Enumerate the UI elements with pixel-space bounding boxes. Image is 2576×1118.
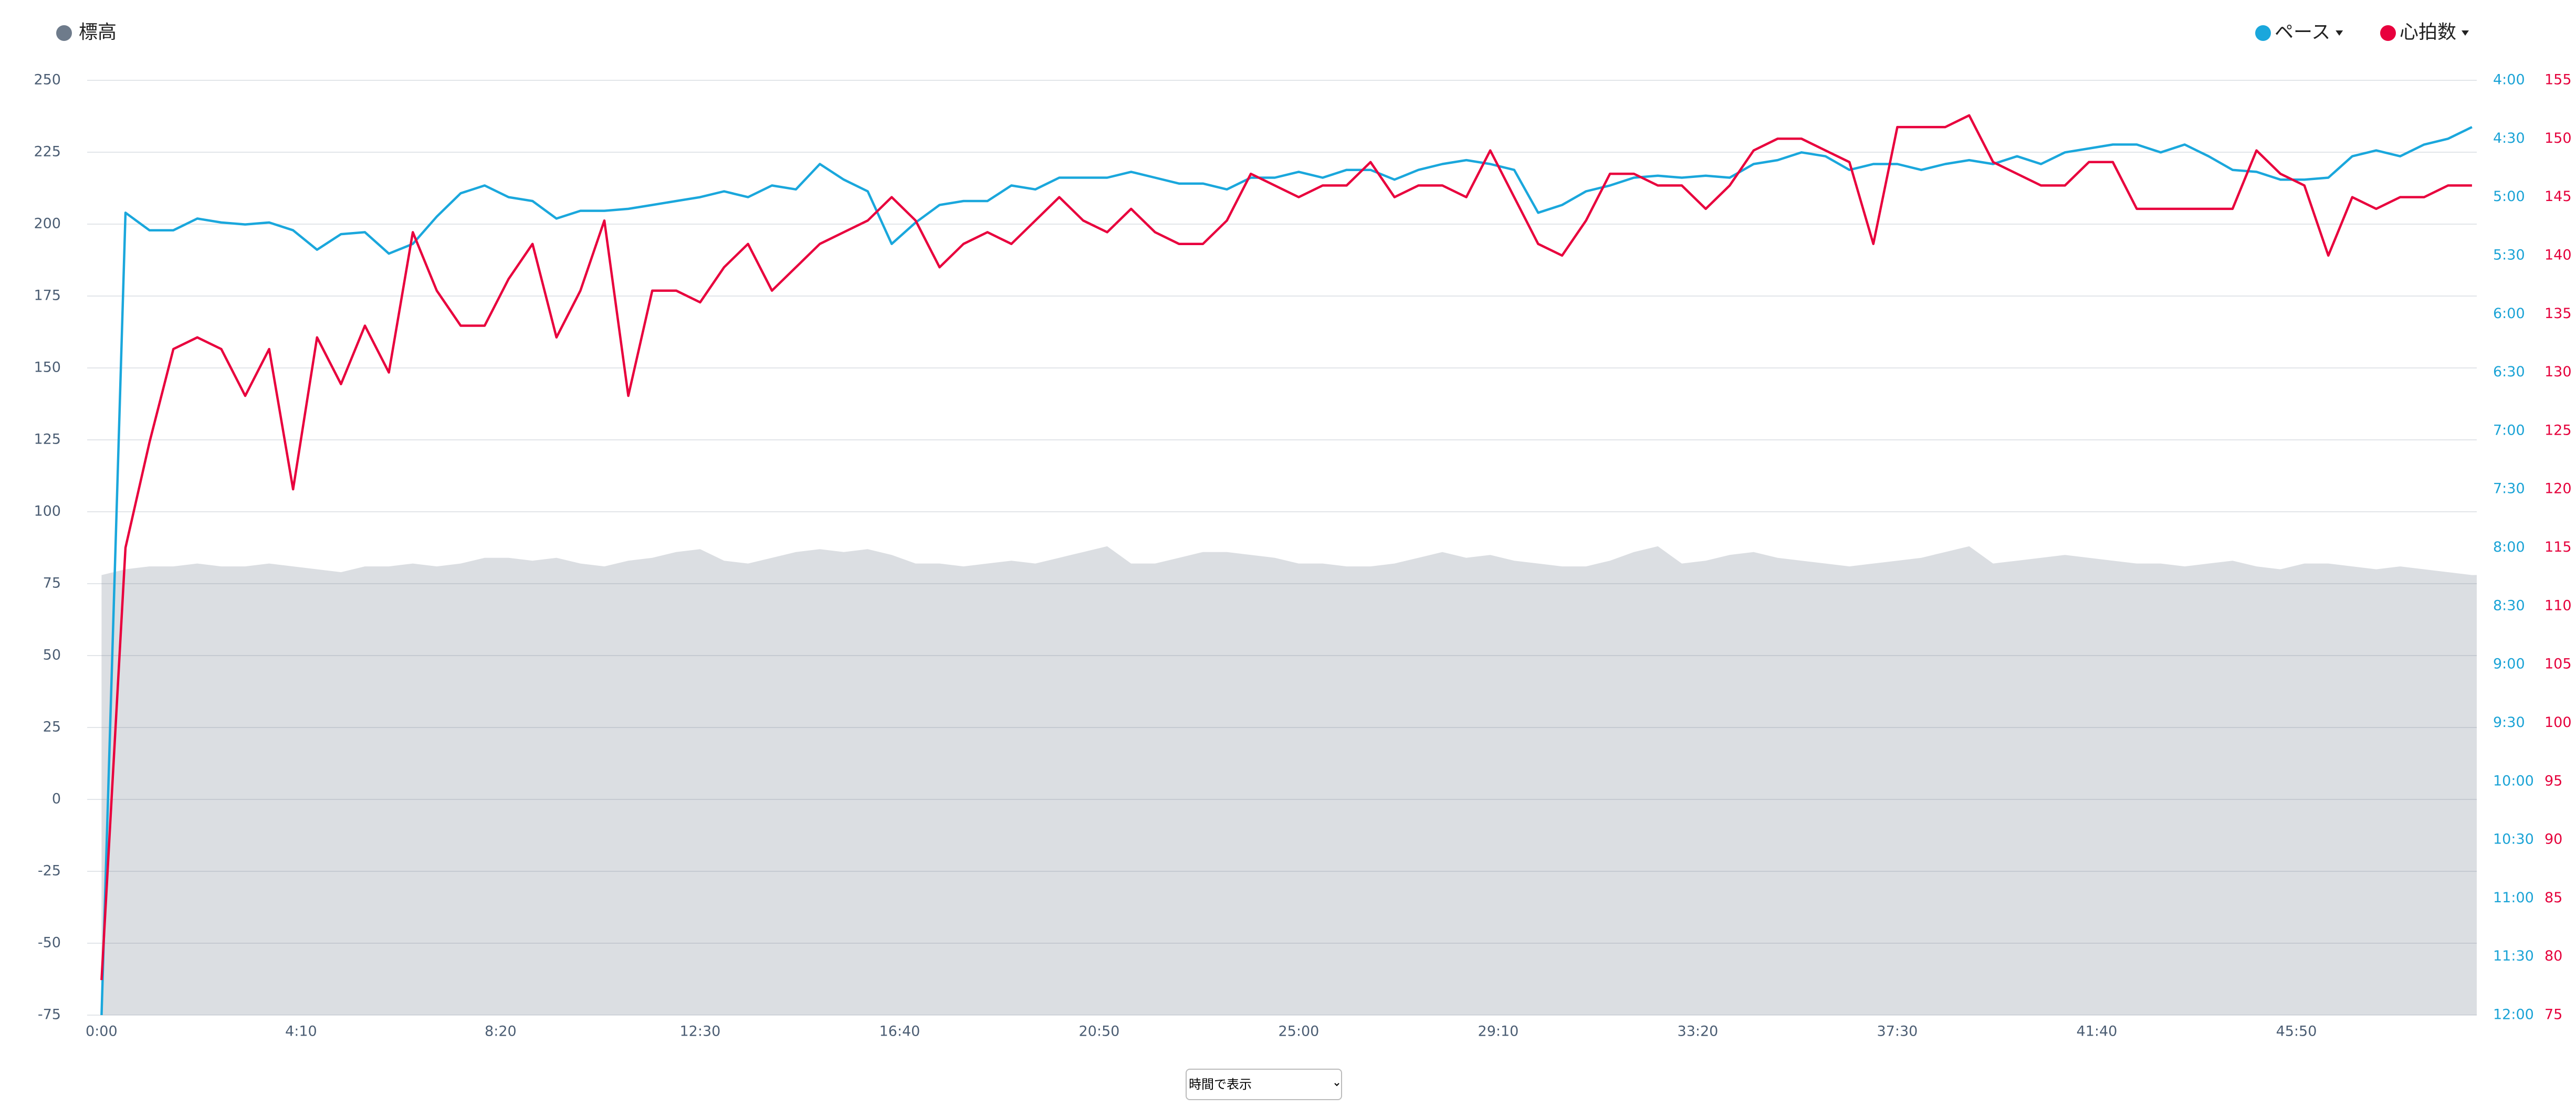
pace-tick-label: 5:30 bbox=[2493, 247, 2525, 263]
heart-rate-tick-label: 75 bbox=[2544, 1007, 2562, 1023]
elevation-area bbox=[101, 546, 2477, 1015]
y-tick-label: 0 bbox=[52, 791, 61, 807]
pace-tick-label: 10:00 bbox=[2493, 773, 2534, 789]
heart-rate-tick-label: 155 bbox=[2544, 72, 2572, 88]
heart-rate-tick-label: 80 bbox=[2544, 948, 2562, 964]
legend-label[interactable]: 標高 bbox=[79, 22, 117, 43]
legend-dropdown-arrow[interactable] bbox=[2336, 30, 2343, 36]
y-tick-label: -25 bbox=[38, 863, 61, 879]
pace-tick-label: 11:30 bbox=[2493, 948, 2534, 964]
x-tick-label: 16:40 bbox=[879, 1024, 920, 1040]
pace-tick-label: 8:00 bbox=[2493, 539, 2525, 555]
pace-tick-label: 11:00 bbox=[2493, 890, 2534, 906]
legend-marker[interactable] bbox=[2255, 25, 2271, 41]
chart: -75 -50 -25 0 25 50 75 100 125 150 175 200 225 250 4:0… bbox=[34, 22, 2572, 1040]
pace-tick-label: 7:30 bbox=[2493, 481, 2525, 497]
heart-rate-tick-label: 100 bbox=[2544, 714, 2572, 731]
x-tick-label: 41:40 bbox=[2077, 1024, 2118, 1040]
x-tick-label: 8:20 bbox=[485, 1024, 517, 1040]
legend-marker[interactable] bbox=[56, 25, 72, 41]
pace-tick-label: 7:00 bbox=[2493, 422, 2525, 438]
heart-rate-tick-label: 140 bbox=[2544, 247, 2572, 263]
y-tick-label: 175 bbox=[34, 288, 61, 304]
x-tick-label: 25:00 bbox=[1279, 1024, 1320, 1040]
y-tick-label: -50 bbox=[38, 935, 61, 951]
series-line bbox=[100, 126, 2473, 1015]
y-tick-label: 50 bbox=[43, 647, 61, 663]
pace-tick-label: 4:00 bbox=[2493, 72, 2525, 88]
x-tick-label: 37:30 bbox=[1877, 1024, 1918, 1040]
y-tick-label: 125 bbox=[34, 431, 61, 448]
x-tick-label: 45:50 bbox=[2276, 1024, 2317, 1040]
x-tick-label: 12:30 bbox=[679, 1024, 720, 1040]
y-tick-label: 225 bbox=[34, 144, 61, 160]
y-tick-label: 200 bbox=[34, 216, 61, 232]
y-tick-label: 25 bbox=[43, 719, 61, 735]
x-tick-label: 0:00 bbox=[86, 1024, 118, 1040]
x-tick-label: 29:10 bbox=[1478, 1024, 1519, 1040]
heart-rate-tick-label: 110 bbox=[2544, 597, 2572, 614]
pace-tick-label: 9:30 bbox=[2493, 714, 2525, 731]
series-line bbox=[100, 114, 2472, 980]
y-tick-label: 100 bbox=[34, 503, 61, 520]
heart-rate-tick-label: 130 bbox=[2544, 364, 2572, 380]
y-tick-label: 250 bbox=[34, 72, 61, 88]
x-tick-label: 33:20 bbox=[1678, 1024, 1719, 1040]
pace-tick-label: 5:00 bbox=[2493, 188, 2525, 205]
x-tick-label: 4:10 bbox=[285, 1024, 317, 1040]
heart-rate-tick-label: 85 bbox=[2544, 890, 2562, 906]
y-tick-label: -75 bbox=[38, 1007, 61, 1023]
pace-tick-label: 8:30 bbox=[2493, 597, 2525, 614]
heart-rate-tick-label: 105 bbox=[2544, 656, 2572, 672]
pace-tick-label: 9:00 bbox=[2493, 656, 2525, 672]
heart-rate-tick-label: 90 bbox=[2544, 831, 2562, 848]
display-mode-select[interactable]: 時間で表示 bbox=[1186, 1069, 1342, 1100]
y-tick-label: 150 bbox=[34, 360, 61, 376]
legend-marker[interactable] bbox=[2380, 25, 2396, 41]
pace-tick-label: 10:30 bbox=[2493, 831, 2534, 848]
x-tick-label: 20:50 bbox=[1079, 1024, 1120, 1040]
heart-rate-tick-label: 120 bbox=[2544, 481, 2572, 497]
heart-rate-tick-label: 145 bbox=[2544, 188, 2572, 205]
heart-rate-tick-label: 115 bbox=[2544, 539, 2572, 555]
legend-dropdown-arrow[interactable] bbox=[2462, 30, 2469, 36]
pace-tick-label: 12:00 bbox=[2493, 1007, 2534, 1023]
legend-label[interactable]: ペース bbox=[2275, 22, 2330, 43]
heart-rate-tick-label: 125 bbox=[2544, 422, 2572, 438]
heart-rate-tick-label: 95 bbox=[2544, 773, 2562, 789]
legend-label[interactable]: 心拍数 bbox=[2400, 22, 2456, 43]
pace-tick-label: 6:30 bbox=[2493, 364, 2525, 380]
heart-rate-tick-label: 150 bbox=[2544, 130, 2572, 146]
heart-rate-tick-label: 135 bbox=[2544, 305, 2572, 322]
pace-tick-label: 6:00 bbox=[2493, 305, 2525, 322]
pace-tick-label: 4:30 bbox=[2493, 130, 2525, 146]
y-tick-label: 75 bbox=[43, 575, 61, 592]
